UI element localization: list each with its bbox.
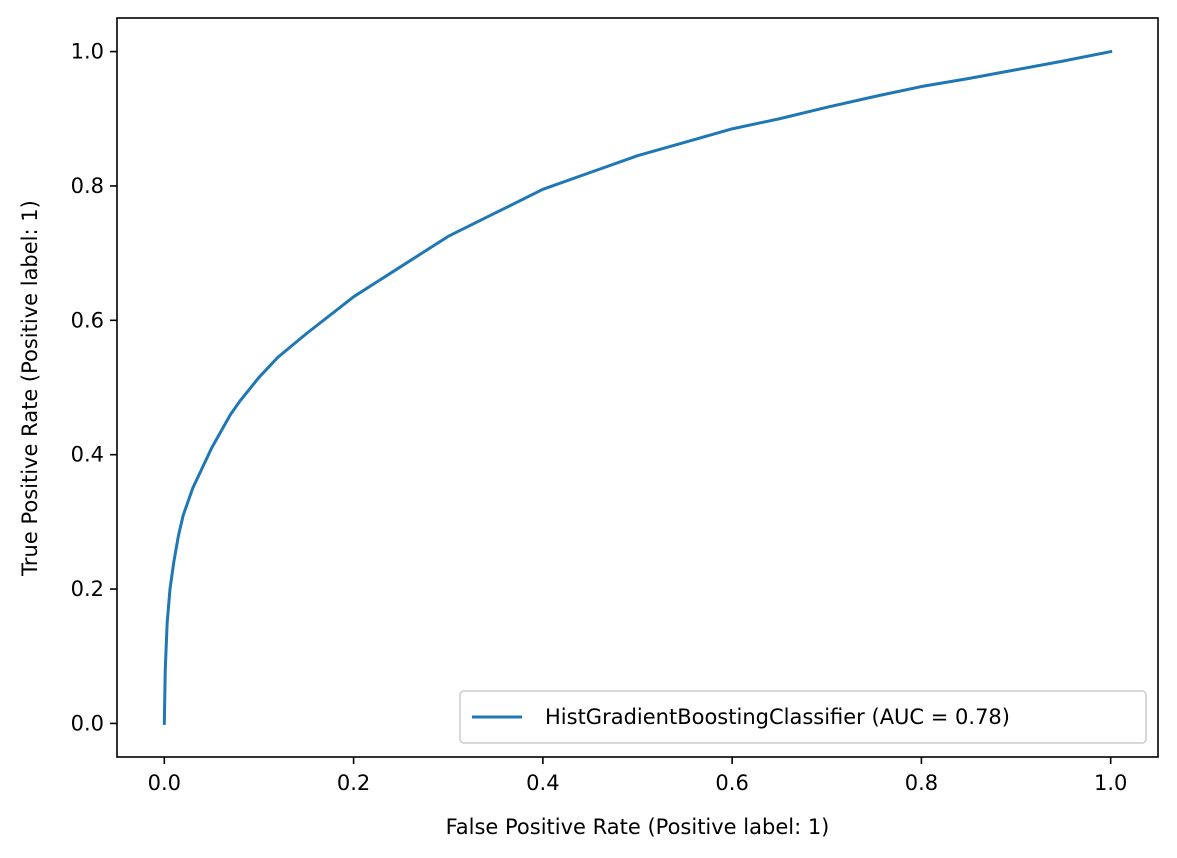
legend-entry-label: HistGradientBoostingClassifier (AUC = 0.… — [545, 705, 1010, 729]
x-tick-label: 0.4 — [526, 771, 559, 795]
y-tick-label: 0.6 — [71, 308, 104, 332]
y-tick-label: 0.0 — [71, 711, 104, 735]
y-tick-label: 0.2 — [71, 577, 104, 601]
x-tick-label: 0.6 — [715, 771, 748, 795]
x-tick-label: 0.0 — [148, 771, 181, 795]
x-tick-label: 0.8 — [905, 771, 938, 795]
y-tick-label: 1.0 — [71, 40, 104, 64]
axes: 0.0 0.2 0.4 0.6 0.8 1.0 0.0 0.2 0.4 0.6 0.8 1.0 — [71, 17, 1159, 795]
x-tick-label: 0.2 — [337, 771, 370, 795]
legend-box — [459, 690, 1147, 744]
axes-frame — [116, 17, 1159, 758]
plot-area — [162, 49, 1113, 725]
y-tick-label: 0.8 — [71, 174, 104, 198]
y-tick-label: 0.4 — [71, 443, 104, 467]
legend: HistGradientBoostingClassifier (AUC = 0.… — [459, 690, 1147, 744]
x-tick-label: 1.0 — [1094, 771, 1127, 795]
x-axis-label: False Positive Rate (Positive label: 1) — [446, 815, 830, 839]
y-axis-label: True Positive Rate (Positive label: 1) — [18, 200, 42, 577]
roc-curve-line-0 — [162, 49, 1113, 725]
